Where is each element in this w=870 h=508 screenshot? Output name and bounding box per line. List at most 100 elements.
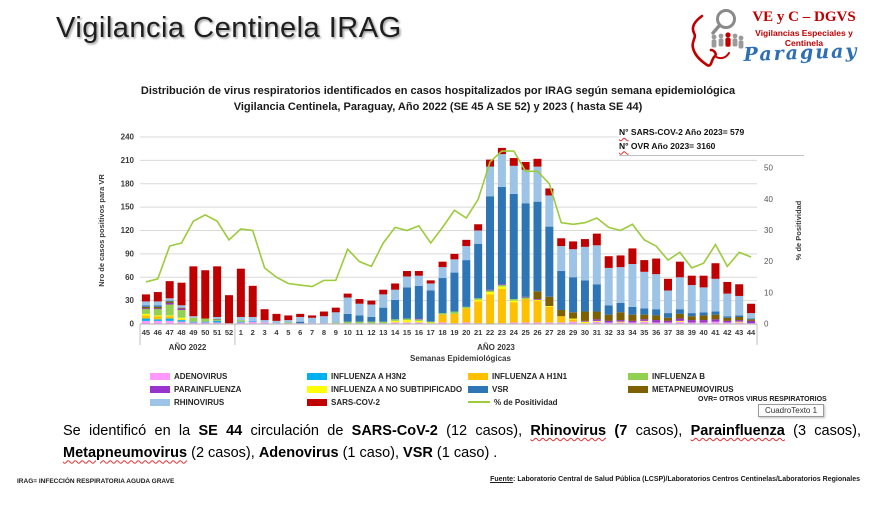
bar-segment — [497, 286, 506, 289]
bar-segment — [735, 295, 744, 316]
logo-subtitle-line2: Centinela — [784, 38, 824, 49]
bar-segment — [580, 311, 589, 321]
bar-segment — [521, 169, 530, 204]
bar-segment — [652, 320, 661, 323]
svg-text:10: 10 — [343, 328, 351, 337]
bar-segment — [153, 319, 162, 321]
bar-segment — [509, 322, 518, 324]
bar-segment — [580, 239, 589, 247]
bar-segment — [521, 161, 530, 170]
svg-text:30: 30 — [581, 328, 589, 337]
legend-label: INFLUENZA B — [652, 371, 706, 381]
bar-segment — [580, 280, 589, 312]
bar-segment — [438, 313, 447, 315]
bar-segment — [236, 316, 245, 321]
bar-segment — [569, 277, 578, 313]
bar-segment — [177, 319, 186, 321]
svg-text:19: 19 — [450, 328, 458, 337]
bar-segment — [462, 322, 471, 324]
summary-paragraph: Se identificó en la SE 44 circulación de… — [63, 420, 861, 465]
logo-subtitle-line1: Vigilancias Especiales y — [755, 28, 853, 38]
legend-swatch — [468, 372, 488, 380]
bar-segment — [343, 313, 352, 322]
bar-segment — [355, 315, 364, 322]
bar-segment — [735, 320, 744, 322]
svg-text:23: 23 — [498, 328, 506, 337]
bar-segment — [260, 320, 269, 323]
legend-label: VSR — [492, 384, 509, 394]
svg-text:25: 25 — [521, 328, 529, 337]
svg-text:0: 0 — [764, 320, 769, 329]
bar-segment — [545, 188, 554, 196]
source-text: : Laboratorio Central de Salud Pública (… — [513, 476, 860, 483]
bar-segment — [533, 291, 542, 300]
bar-segment — [438, 322, 447, 324]
legend-swatch — [307, 398, 327, 406]
bar-segment — [165, 281, 174, 299]
bar-segment — [426, 290, 435, 322]
bar-segment — [201, 322, 210, 324]
legend-swatch — [468, 401, 490, 403]
legend-item: VSR — [468, 384, 508, 394]
bar-segment — [379, 289, 388, 295]
bar-segment — [319, 311, 328, 317]
bar-segment — [604, 322, 613, 324]
bar-segment — [569, 312, 578, 319]
chart-annotation-box: N° SARS-COV-2 Año 2023= 579 N° OVR Año 2… — [619, 126, 804, 157]
bar-segment — [723, 316, 732, 318]
bar-segment — [355, 321, 364, 324]
bar-segment — [497, 284, 506, 286]
svg-text:40: 40 — [764, 195, 773, 204]
bar-segment — [486, 290, 495, 293]
chart-legend: ADENOVIRUS PARAINFLUENZA RHINOVIRUS INFLUEN… — [95, 369, 835, 413]
bar-segment — [509, 299, 518, 301]
source-label: Fuente — [490, 476, 514, 483]
bar-segment — [438, 267, 447, 279]
bar-segment — [687, 313, 696, 317]
bar-segment — [628, 322, 637, 324]
bar-segment — [379, 294, 388, 308]
bar-segment — [711, 263, 720, 279]
legend-swatch — [307, 385, 327, 393]
bar-segment — [402, 318, 411, 321]
summary-segment: SARS-CoV-2 — [351, 423, 438, 439]
logo-country-script: Paraguay — [743, 40, 859, 66]
svg-text:17: 17 — [427, 328, 435, 337]
svg-text:24: 24 — [510, 328, 519, 337]
bar-segment — [569, 321, 578, 324]
summary-segment: (2 casos), — [187, 445, 259, 462]
bar-segment — [723, 293, 732, 317]
bar-segment — [177, 309, 186, 318]
bar-segment — [628, 264, 637, 307]
bar-segment — [616, 321, 625, 323]
bar-segment — [367, 300, 376, 305]
svg-text:47: 47 — [165, 328, 173, 337]
bar-segment — [711, 319, 720, 322]
bar-segment — [177, 321, 186, 324]
svg-text:28: 28 — [557, 328, 565, 337]
svg-text:240: 240 — [121, 133, 135, 142]
bar-segment — [165, 302, 174, 305]
annotation-line1: N° SARS-COV-2 Año 2023= 579 — [619, 126, 804, 140]
bar-segment — [308, 315, 317, 318]
bar-segment — [414, 322, 423, 324]
bar-segment — [165, 316, 174, 319]
ovr-footnote: OVR= OTROS VIRUS RESPIRATORIOS — [698, 396, 827, 403]
bar-segment — [141, 301, 150, 306]
bar-segment — [177, 307, 186, 309]
bar-segment — [486, 196, 495, 290]
bar-segment — [189, 266, 198, 317]
svg-text:49: 49 — [189, 328, 197, 337]
bar-segment — [616, 320, 625, 322]
bar-segment — [260, 309, 269, 321]
bar-segment — [592, 311, 601, 320]
bar-segment — [521, 296, 530, 298]
bar-segment — [699, 322, 708, 324]
bar-segment — [616, 255, 625, 268]
svg-text:13: 13 — [379, 328, 387, 337]
svg-text:34: 34 — [628, 328, 637, 337]
svg-text:3: 3 — [263, 328, 267, 337]
bar-segment — [367, 321, 376, 324]
bar-segment — [486, 292, 495, 295]
bar-segment — [474, 243, 483, 299]
